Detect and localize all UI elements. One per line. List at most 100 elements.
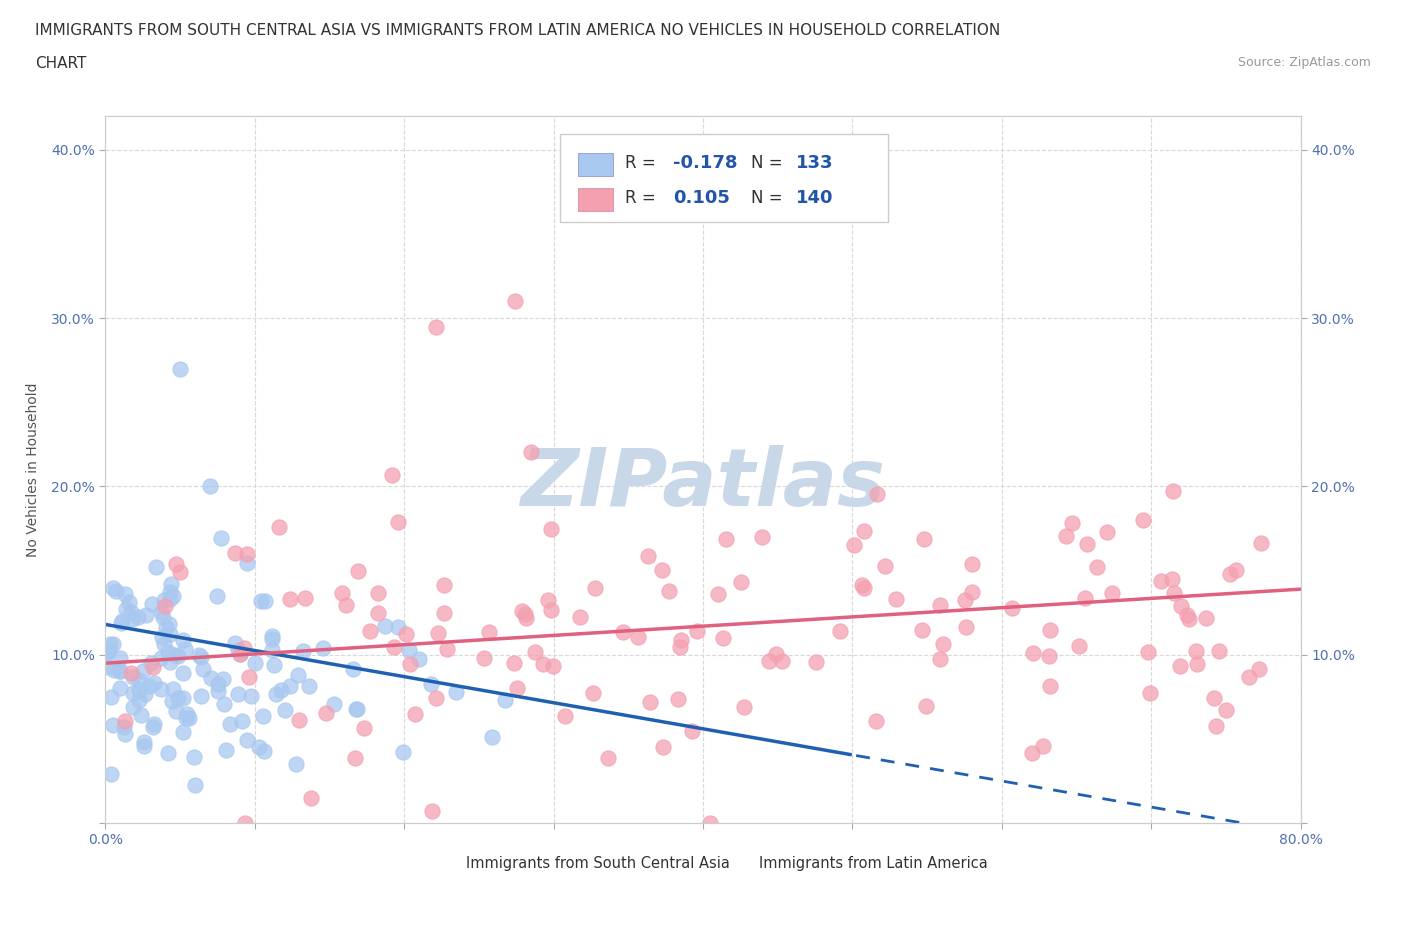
Point bbox=[253, 744, 276, 759]
Point bbox=[110, 650, 132, 665]
Point bbox=[515, 611, 537, 626]
Point bbox=[472, 650, 495, 665]
Point bbox=[395, 627, 418, 642]
Point bbox=[344, 701, 367, 716]
Point bbox=[707, 586, 730, 601]
Point bbox=[637, 548, 659, 563]
Point bbox=[121, 670, 143, 684]
Point bbox=[322, 697, 344, 711]
Point bbox=[169, 565, 191, 579]
Point bbox=[229, 646, 252, 661]
Point bbox=[612, 624, 634, 639]
Point bbox=[252, 709, 274, 724]
Point bbox=[184, 777, 207, 792]
Point bbox=[583, 580, 606, 595]
Point bbox=[1038, 648, 1060, 663]
Point bbox=[652, 739, 675, 754]
Point bbox=[177, 711, 200, 725]
Point bbox=[132, 738, 155, 753]
Point bbox=[392, 745, 415, 760]
Point bbox=[250, 593, 273, 608]
Point bbox=[97, 659, 120, 674]
Point bbox=[193, 662, 215, 677]
Point bbox=[236, 555, 259, 570]
Point bbox=[159, 654, 181, 669]
Point bbox=[162, 682, 184, 697]
Point bbox=[666, 692, 689, 707]
Point bbox=[1160, 571, 1182, 586]
Point bbox=[685, 624, 707, 639]
Point bbox=[1132, 513, 1154, 528]
Point bbox=[1085, 559, 1108, 574]
Point bbox=[214, 697, 236, 711]
FancyBboxPatch shape bbox=[560, 134, 889, 222]
Point bbox=[135, 608, 157, 623]
Point bbox=[381, 467, 404, 482]
Point bbox=[433, 578, 456, 592]
Point bbox=[1054, 529, 1077, 544]
Point bbox=[156, 644, 179, 659]
Point bbox=[1205, 719, 1227, 734]
Point bbox=[169, 361, 191, 376]
Point bbox=[214, 742, 236, 757]
Point bbox=[596, 751, 619, 765]
Point bbox=[287, 668, 309, 683]
Point bbox=[1161, 484, 1184, 498]
Point bbox=[172, 690, 194, 705]
Point bbox=[1136, 644, 1159, 659]
Point bbox=[382, 640, 405, 655]
Point bbox=[541, 658, 564, 673]
Point bbox=[114, 713, 136, 728]
Point bbox=[540, 603, 562, 618]
Point bbox=[114, 726, 136, 741]
Point bbox=[1060, 515, 1083, 530]
Point bbox=[159, 584, 181, 599]
Point bbox=[955, 619, 977, 634]
Point bbox=[243, 656, 266, 671]
Point bbox=[387, 619, 409, 634]
Point bbox=[118, 594, 141, 609]
Point bbox=[1038, 679, 1060, 694]
Point bbox=[150, 682, 173, 697]
Point bbox=[127, 609, 149, 624]
Point bbox=[1185, 657, 1208, 671]
Point bbox=[912, 532, 935, 547]
Point bbox=[143, 676, 166, 691]
Point bbox=[444, 685, 467, 700]
Point bbox=[160, 577, 183, 591]
Point bbox=[852, 524, 875, 538]
Point bbox=[765, 647, 787, 662]
Point bbox=[153, 636, 176, 651]
Point bbox=[162, 694, 184, 709]
Point bbox=[121, 699, 143, 714]
Point bbox=[224, 636, 246, 651]
Point bbox=[111, 613, 134, 628]
Point bbox=[830, 623, 852, 638]
Point bbox=[506, 681, 529, 696]
Point bbox=[1208, 644, 1230, 658]
Point bbox=[751, 529, 773, 544]
Point bbox=[207, 684, 229, 698]
Point bbox=[155, 599, 177, 614]
Bar bbox=[716, 848, 748, 876]
Point bbox=[404, 706, 426, 721]
Text: N =: N = bbox=[751, 189, 787, 207]
Point bbox=[367, 586, 389, 601]
Point bbox=[758, 654, 780, 669]
Point bbox=[226, 686, 249, 701]
Point bbox=[176, 707, 198, 722]
Point bbox=[374, 619, 396, 634]
Point bbox=[152, 609, 174, 624]
Point bbox=[1150, 573, 1173, 588]
Point bbox=[132, 735, 155, 750]
Point bbox=[408, 652, 430, 667]
Point bbox=[163, 647, 186, 662]
Point bbox=[335, 598, 357, 613]
Point bbox=[253, 593, 276, 608]
Point bbox=[1039, 622, 1062, 637]
Point bbox=[478, 624, 501, 639]
Point bbox=[138, 679, 160, 694]
Point bbox=[103, 662, 125, 677]
Point bbox=[219, 717, 242, 732]
Point bbox=[865, 486, 887, 501]
